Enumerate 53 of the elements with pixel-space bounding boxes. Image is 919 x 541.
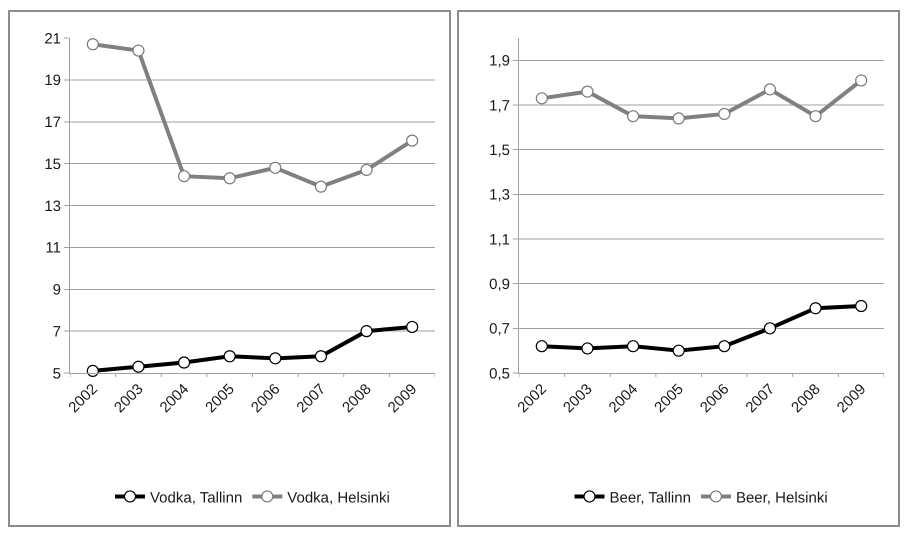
point [855,74,868,87]
point [406,320,418,334]
point [132,360,145,373]
y-tick-label: 0,9 [489,276,510,293]
y-tick-label: 1,1 [489,231,510,248]
point [178,170,190,182]
point [269,162,282,174]
legend-label: Vodka, Helsinki [287,489,390,506]
y-tick-label: 1,5 [489,142,510,159]
legend-label: Vodka, Tallinn [150,489,242,506]
point [536,92,548,104]
point [809,302,822,314]
point [536,340,548,352]
point [718,340,730,352]
y-tick-label: 21 [44,30,61,48]
point [314,350,328,362]
point [178,356,190,369]
point [269,352,282,364]
y-tick-label: 9 [52,282,61,298]
point [360,325,373,338]
y-tick-label: 15 [44,156,61,173]
point [672,112,685,124]
y-tick-label: 13 [44,198,61,215]
point [224,172,236,184]
y-tick-label: 7 [52,323,61,340]
point [360,164,373,176]
y-tick-label: 0,7 [489,320,510,338]
point [718,108,730,120]
point [626,110,640,122]
point [314,180,328,193]
y-tick-label: 0,5 [489,365,510,382]
y-tick-label: 11 [45,240,61,257]
legend-label: Beer, Helsinki [736,489,828,506]
point [581,86,594,98]
point [224,350,236,362]
point [855,300,868,312]
y-tick-label: 1,9 [489,52,510,70]
y-tick-label: 19 [44,72,61,90]
point [764,83,776,96]
point [809,110,822,122]
point [86,364,99,378]
point [764,322,776,334]
legend-label: Beer, Tallinn [610,489,691,506]
point [132,44,145,57]
point [581,342,594,355]
point [672,344,685,357]
y-tick-label: 1,7 [489,97,510,114]
point [86,38,99,50]
y-tick-label: 1,3 [489,186,510,204]
y-tick-label: 17 [44,114,61,131]
point [626,340,640,352]
y-tick-label: 5 [52,365,61,382]
point [406,134,418,147]
